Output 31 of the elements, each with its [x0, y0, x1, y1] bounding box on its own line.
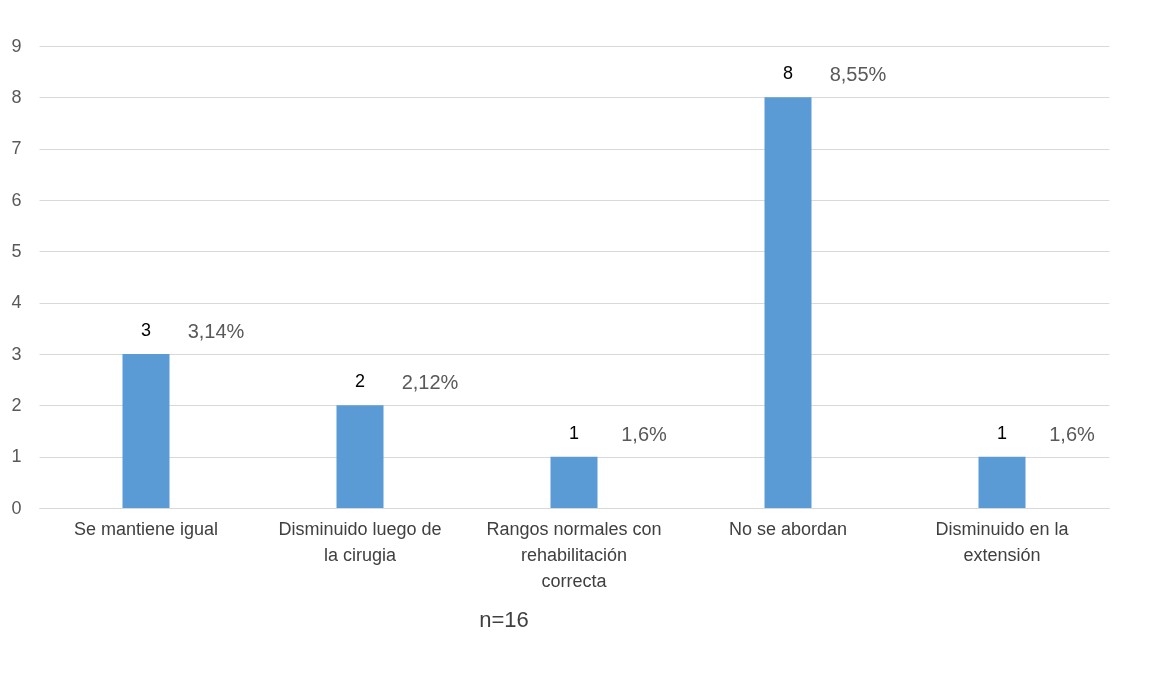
y-tick-label: 0: [11, 497, 22, 518]
bar: [978, 456, 1026, 508]
annotation: 1,6%: [621, 422, 668, 445]
y-tick-label: 7: [11, 138, 22, 159]
y-tick-label: 1: [11, 446, 22, 467]
x-tick-label: No se abordan: [728, 518, 848, 539]
bar: [122, 354, 170, 508]
text: n=16: [479, 607, 529, 632]
data-label: 1: [568, 422, 580, 443]
data-label: 8: [782, 63, 794, 84]
annotation: 8,55%: [829, 63, 887, 86]
x-tick-label: Se mantiene igual: [73, 518, 219, 539]
data-label: 2: [354, 371, 366, 392]
bar: [336, 405, 384, 508]
y-tick-label: 8: [11, 86, 22, 107]
data-label: 1: [996, 422, 1008, 443]
y-tick-label: 5: [11, 240, 22, 261]
data-label: 3: [140, 320, 152, 340]
x-tick-label: Disminuido luego de la cirugia: [278, 518, 442, 565]
y-tick-label: 6: [11, 189, 22, 210]
bar: [550, 456, 598, 508]
annotation: 2,12%: [401, 371, 459, 394]
annotation: 1,6%: [1049, 422, 1096, 445]
annotation: 3,14%: [187, 320, 245, 342]
y-tick-label: 2: [11, 394, 22, 415]
x-tick-label: Disminuido en la extensión: [935, 518, 1070, 565]
y-tick-label: 9: [11, 35, 22, 56]
y-tick-label: 4: [11, 292, 22, 313]
x-tick-label: Rangos normales con rehabilitación correcta: [486, 518, 662, 591]
bar: [764, 97, 812, 508]
y-tick-label: 3: [11, 343, 22, 364]
